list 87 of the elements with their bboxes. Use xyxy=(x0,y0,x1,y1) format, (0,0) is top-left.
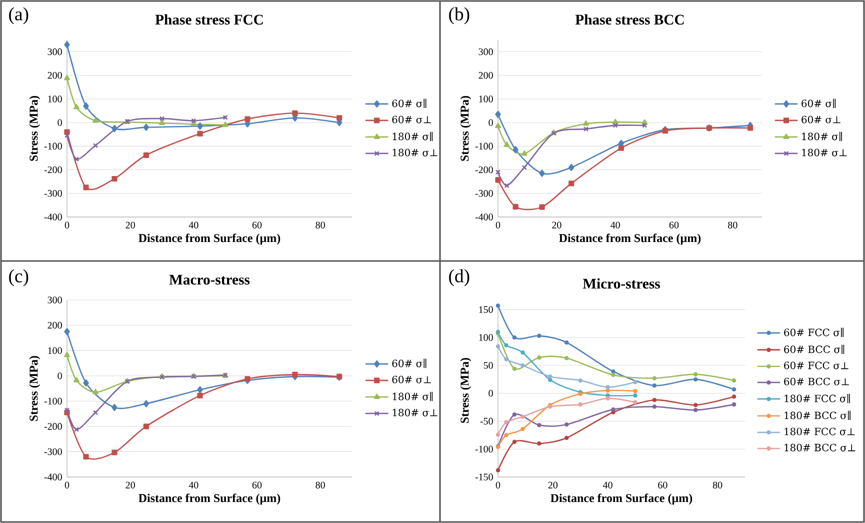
y-tick-label: -200 xyxy=(44,423,62,430)
y-axis-title: Stress (MPa) xyxy=(29,356,40,421)
y-tick-label: -400 xyxy=(475,214,493,220)
y-tick-label: -100 xyxy=(475,446,493,452)
legend-label: 180# σ⊥ xyxy=(392,148,438,156)
y-tick-label: 0 xyxy=(488,119,493,126)
x-tick-label: 80 xyxy=(316,222,325,228)
y-tick-label: -400 xyxy=(44,474,62,480)
x-tick-label: 80 xyxy=(316,482,325,488)
y-tick-label: 50 xyxy=(484,362,493,369)
x-tick-label: 40 xyxy=(188,482,198,488)
legend-label: 180# FCC σ⊥ xyxy=(784,428,855,436)
y-tick-label: -150 xyxy=(475,474,493,480)
x-tick-label: 20 xyxy=(126,482,135,488)
x-tick-label: 60 xyxy=(252,482,262,488)
x-tick-label: 80 xyxy=(728,222,738,228)
x-tick-label: 40 xyxy=(188,222,198,228)
chart-title: Micro-stress xyxy=(582,278,660,289)
y-tick-label: 200 xyxy=(48,72,62,79)
x-axis-title: Distance from Surface (µm) xyxy=(138,494,280,505)
y-tick-label: -300 xyxy=(475,190,493,197)
legend-label: 60# BCC σ⊥ xyxy=(784,378,849,386)
text: (d) xyxy=(449,269,470,286)
y-tick-label: 0 xyxy=(58,372,62,380)
legend-label: 180# σ⊥ xyxy=(392,408,438,416)
legend-label: 180# σ∥ xyxy=(802,132,842,142)
legend-label: 180# BCC σ⊥ xyxy=(784,444,856,452)
x-tick-label: 0 xyxy=(64,222,70,228)
chart-title: Phase stress BCC xyxy=(575,14,684,25)
x-tick-label: 0 xyxy=(64,482,70,488)
y-tick-label: 100 xyxy=(48,347,62,354)
y-tick-label: -50 xyxy=(480,418,493,425)
legend-label: 60# σ⊥ xyxy=(392,376,432,384)
legend-label: 180# BCC σ∥ xyxy=(784,410,850,420)
legend-label: 60# σ∥ xyxy=(392,358,426,368)
x-tick-label: 0 xyxy=(496,222,500,228)
text: (c) xyxy=(9,269,28,286)
chart-title: Macro-stress xyxy=(169,274,250,285)
y-tick-label: 150 xyxy=(479,306,493,313)
legend-label: 60# BCC σ∥ xyxy=(784,344,844,354)
text: (a) xyxy=(9,7,28,24)
x-axis-title: Distance from Surface (µm) xyxy=(559,234,701,245)
legend-label: 60# σ⊥ xyxy=(802,116,840,124)
x-tick-label: 20 xyxy=(552,222,562,228)
y-tick-label: 100 xyxy=(48,96,62,102)
x-tick-label: 60 xyxy=(658,482,668,488)
y-tick-label: 0 xyxy=(488,390,493,397)
y-tick-label: 300 xyxy=(48,48,62,56)
x-tick-label: 40 xyxy=(602,482,612,488)
y-tick-label: 100 xyxy=(479,334,493,341)
y-tick-label: -100 xyxy=(475,142,493,150)
legend-label: 180# σ⊥ xyxy=(802,148,847,156)
legend-label: 60# σ⊥ xyxy=(392,116,432,124)
x-tick-label: 60 xyxy=(669,222,679,228)
y-axis-title: Stress (MPa) xyxy=(29,96,40,161)
legend-label: 180# σ∥ xyxy=(392,132,433,142)
y-tick-label: 200 xyxy=(48,322,62,329)
x-tick-label: 80 xyxy=(712,482,722,488)
legend-label: 180# σ∥ xyxy=(392,392,433,402)
x-tick-label: 60 xyxy=(252,222,262,228)
x-tick-label: 40 xyxy=(610,222,620,228)
y-axis-title: Stress (MPa) xyxy=(460,96,472,161)
legend-label: 180# FCC σ∥ xyxy=(784,394,850,404)
y-tick-label: 300 xyxy=(48,296,62,304)
chart-title: Phase stress FCC xyxy=(155,14,263,25)
y-tick-label: 100 xyxy=(479,96,493,102)
y-axis-title: Stress (MPa) xyxy=(460,358,472,423)
x-tick-label: 0 xyxy=(496,482,500,488)
y-tick-label: -400 xyxy=(44,214,62,220)
legend-label: 60# FCC σ⊥ xyxy=(784,362,848,370)
y-tick-label: 0 xyxy=(58,119,62,126)
x-tick-label: 20 xyxy=(548,482,558,488)
x-axis-title: Distance from Surface (µm) xyxy=(550,494,692,505)
y-tick-label: 300 xyxy=(478,48,493,56)
y-tick-label: -300 xyxy=(44,448,62,456)
legend-label: 60# FCC σ∥ xyxy=(784,328,844,338)
y-tick-label: -200 xyxy=(44,166,62,174)
y-tick-label: -200 xyxy=(475,166,493,174)
x-tick-label: 20 xyxy=(126,222,135,228)
text: (b) xyxy=(449,7,470,24)
y-tick-label: -100 xyxy=(44,142,62,150)
legend-label: 60# σ∥ xyxy=(392,98,426,108)
y-tick-label: 200 xyxy=(478,72,493,79)
y-tick-label: -100 xyxy=(44,398,62,405)
legend-label: 60# σ∥ xyxy=(802,98,836,108)
y-tick-label: -300 xyxy=(44,190,62,197)
x-axis-title: Distance from Surface (µm) xyxy=(138,234,280,245)
